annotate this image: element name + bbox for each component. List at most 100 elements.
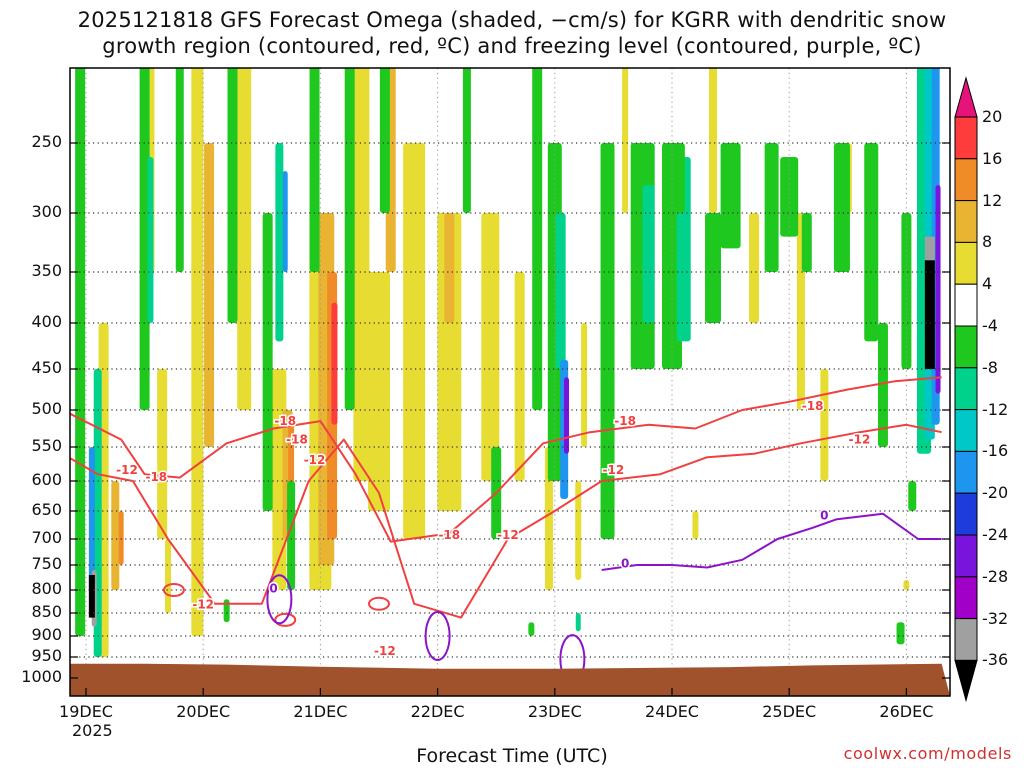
x-tick-label-6: 25DEC (762, 702, 817, 721)
colorbar-label-6: -8 (982, 357, 998, 377)
colorbar-label-0: 20 (982, 107, 1003, 126)
omega-cell-37 (88, 447, 95, 590)
dgz-contour-label-10: -12 (849, 432, 871, 446)
omega-cell-63 (780, 157, 799, 237)
omega-cell-16 (368, 272, 390, 511)
omega-cell-14 (331, 302, 338, 425)
freezing-contour-label-2: 0 (269, 581, 277, 595)
omega-cell-49 (462, 68, 471, 213)
freezing-contour-label-1: 0 (820, 508, 828, 522)
dgz-contour-label-5: -12 (497, 528, 519, 542)
omega-cell-23 (622, 68, 629, 213)
omega-cell-18 (437, 213, 462, 511)
colorbar (954, 76, 978, 703)
plot-frame (69, 67, 951, 697)
freezing-loop-1 (424, 611, 451, 661)
omega-cell-42 (262, 213, 273, 511)
colorbar-band-2 (954, 200, 978, 243)
axis-ticks (70, 142, 950, 696)
omega-cell-29 (692, 511, 699, 539)
omega-cell-7 (237, 68, 252, 410)
colorbar-label-12: -32 (982, 608, 1009, 628)
chart-title-line2: growth region (contoured, red, ºC) and f… (102, 34, 922, 58)
contour-line-1 (70, 423, 942, 619)
x-tick-label-5: 24DEC (645, 702, 699, 721)
y-tick-label-13: 900 (31, 625, 62, 644)
dgz-contour-label-6: -18 (614, 414, 636, 428)
y-tick-label-3: 400 (31, 312, 62, 331)
omega-cell-43 (275, 143, 284, 342)
omega-cell-77 (223, 599, 230, 623)
x-year-label: 2025 (72, 721, 113, 740)
dgz-contour-label-2: -18 (274, 414, 296, 428)
x-tick-label-3: 22DEC (410, 702, 465, 721)
y-tick-label-10: 750 (31, 554, 62, 573)
omega-cell-6 (204, 143, 215, 447)
omega-cell-68 (670, 143, 685, 213)
omega-cell-22 (544, 447, 553, 590)
colorbar-label-8: -16 (982, 441, 1009, 461)
omega-cell-58 (642, 185, 655, 323)
y-tick-label-4: 450 (31, 358, 62, 377)
omega-cell-28 (820, 369, 829, 481)
colorbar-label-10: -24 (982, 525, 1009, 544)
colorbar-band-10 (954, 534, 978, 578)
omega-cell-17 (403, 143, 426, 539)
y-tick-label-6: 550 (31, 436, 62, 455)
omega-cell-79 (575, 613, 581, 632)
dgz-contour-label-8: -12 (192, 597, 214, 611)
colorbar-band-4 (954, 283, 978, 327)
colorbar-band-11 (954, 576, 978, 620)
freezing-loop-0 (266, 574, 293, 625)
dgz-contour-label-1: -18 (145, 470, 167, 484)
omega-cell-39 (147, 157, 154, 323)
omega-cell-24 (709, 68, 718, 213)
colorbar-over-triangle (954, 76, 978, 118)
colorbar-band-6 (954, 367, 978, 411)
contour-loop-1 (274, 612, 297, 627)
omega-cell-74 (901, 213, 912, 369)
omega-cell-78 (528, 622, 535, 636)
freezing-contour-label-0: 0 (621, 557, 629, 571)
y-tick-label-8: 650 (31, 500, 62, 519)
gridlines (70, 68, 950, 696)
colorbar-label-4: 4 (982, 274, 993, 294)
omega-cell-65 (833, 143, 850, 272)
colorbar-label-7: -12 (982, 399, 1009, 419)
y-tick-label-12: 850 (31, 602, 62, 621)
colorbar-band-1 (954, 158, 978, 202)
omega-core-1 (924, 260, 935, 369)
ground-fill (70, 663, 950, 696)
dgz-contour-label-0: -12 (116, 463, 138, 477)
omega-cell-62 (764, 143, 779, 272)
omega-cell-38 (139, 68, 150, 410)
omega-cell-25 (749, 213, 760, 323)
contour-line-2 (601, 512, 942, 571)
dgz-contour-label-11: -18 (286, 432, 308, 446)
contour-lines: -12 -18 -18 -12 -18 -12 -18 -12 -12 -18 -12 -18 -12 0… (70, 376, 942, 685)
colorbar-label-13: -36 (982, 650, 1009, 670)
colorbar-label-11: -28 (982, 566, 1009, 586)
colorbar-label-1: 16 (982, 148, 1003, 168)
x-axis-title: Forecast Time (UTC) (416, 745, 608, 767)
omega-cell-53 (555, 213, 566, 369)
omega-cell-61 (705, 213, 722, 323)
omega-cell-4 (157, 369, 168, 539)
contour-line-0 (70, 376, 942, 543)
colorbar-band-7 (954, 409, 978, 452)
omega-cell-56 (600, 143, 615, 539)
y-tick-label-5: 500 (31, 399, 62, 418)
y-tick-label-7: 600 (31, 470, 62, 489)
colorbar-band-0 (954, 116, 978, 160)
omega-cell-21 (514, 272, 525, 481)
x-tick-label-2: 21DEC (293, 702, 348, 721)
contour-loop-2 (368, 596, 390, 611)
colorbar-band-9 (954, 492, 978, 536)
omega-cell-15 (353, 68, 370, 481)
omega-cell-64 (801, 213, 812, 272)
omega-cell-2 (118, 511, 124, 565)
omega-cell-67 (877, 323, 888, 447)
omega-core-2 (924, 236, 935, 261)
omega-cell-66 (864, 143, 879, 342)
credit-link[interactable]: coolwx.com/models (843, 744, 1012, 763)
